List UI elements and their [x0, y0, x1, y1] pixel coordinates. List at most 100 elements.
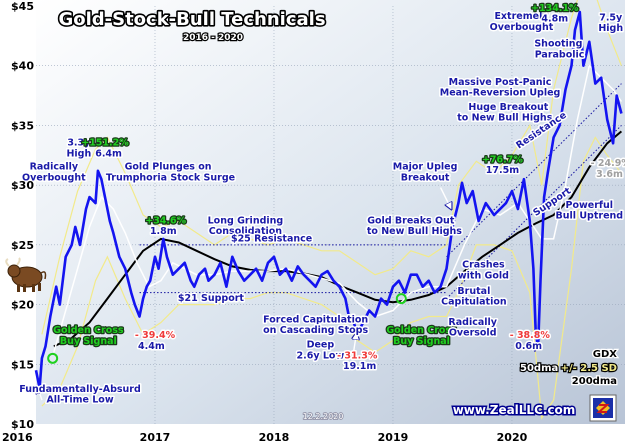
annotation-label: - 24.9%: [591, 158, 625, 169]
annotation-label: 3.3y: [67, 138, 91, 149]
annotation-label: Buy Signal: [393, 336, 450, 347]
annotation-label: 0.6m: [515, 341, 542, 352]
annotation-label: Breakout: [401, 172, 450, 183]
legend-band: +/- 2.5 SD: [561, 363, 617, 374]
x-axis-ticks: 2016 2017 2018 2019 2020: [2, 431, 528, 444]
chart-subtitle: 2016 - 2020: [183, 33, 243, 43]
annotation-label: Forced Capitulation: [263, 314, 368, 325]
annotation-label: Consolidation: [209, 226, 282, 237]
date-stamp: 12.2.2020: [303, 412, 344, 421]
annotation-label: 2.6y Low: [297, 350, 345, 361]
golden-cross-2016-marker: [47, 352, 59, 364]
annotation-label: Capitulation: [441, 297, 507, 308]
annotation-label: with Gold: [458, 270, 509, 281]
series-lines: [34, 10, 623, 390]
annotation-label: to New Bull Highs: [367, 226, 462, 237]
annotation-label: 19.1m: [343, 361, 376, 372]
arrow-major-upleg: [439, 187, 451, 207]
annotation-label: - 31.3%: [337, 350, 378, 361]
legend-200dma: 200dma: [572, 376, 617, 387]
y-tick-label: $30: [11, 179, 34, 192]
x-tick-label: 2018: [259, 431, 290, 444]
annotation-label: on Cascading Stops: [263, 325, 368, 336]
annotation-label: All-Time Low: [46, 395, 113, 406]
plot-background: [36, 0, 625, 424]
annotation-label: Mean-Reversion Upleg: [440, 88, 561, 99]
annotation-label: $25 Resistance: [231, 233, 312, 244]
annotation-label: +134.1%: [531, 3, 579, 14]
arrows: [38, 187, 534, 401]
gdx-line: [34, 10, 623, 390]
upper-band-line: [41, 0, 622, 335]
annotation-label: Trumphoria Stock Surge: [106, 172, 235, 183]
x-tick-label: 2020: [497, 431, 528, 444]
arrow-all-time-low: [38, 389, 42, 401]
annotation-label: Deep: [307, 340, 335, 351]
annotation-label: Brutal: [457, 286, 490, 297]
annotation-label: Radically: [448, 317, 497, 328]
reference-lines: [139, 244, 447, 294]
annotation-label: Bull Uptrend: [556, 211, 624, 222]
annotation-label: 7.5y: [599, 12, 623, 23]
annotation-label: Golden Cross: [386, 325, 457, 336]
x-tick-label: 2016: [2, 431, 33, 444]
annotation-label: Overbought: [22, 172, 86, 183]
annotation-label: Massive Post-Panic: [449, 77, 552, 88]
annotation-label: Major Upleg: [393, 162, 458, 173]
annotation-label: Extremely: [494, 11, 549, 22]
annotation-label: Gold Breaks Out: [367, 215, 455, 226]
annotation-label: Crashes: [462, 260, 505, 271]
annotation-label: Oversold: [449, 328, 497, 339]
annotation-label: Powerful: [566, 200, 614, 211]
annotation-label: - 38.8%: [510, 330, 551, 341]
trend-line: [446, 83, 622, 258]
markers: [47, 293, 407, 364]
x-tick-label: 2017: [140, 431, 171, 444]
annotation-label: Overbought: [490, 22, 554, 33]
legend: GDX 50dma +/- 2.5 SD 200dma: [519, 348, 619, 389]
arrow-deep-low: [354, 336, 356, 352]
annotation-label: +76.7%: [482, 154, 523, 165]
annotation-label: $21 Support: [178, 293, 245, 304]
trend-lines: [446, 83, 622, 299]
arrow-oversold: [532, 331, 534, 348]
annotation-label: High: [66, 148, 91, 159]
zeal-logo-icon: [589, 394, 617, 422]
annotation-label: Gold Plunges on: [125, 162, 212, 173]
y-tick-label: $10: [11, 418, 34, 431]
y-tick-label: $45: [11, 0, 34, 13]
y-tick-label: $15: [11, 358, 34, 371]
annotation-label: 4.8m: [541, 14, 568, 25]
annotation-label: +34.6%: [145, 215, 186, 226]
annotation-label: 17.5m: [486, 165, 519, 176]
annotation-label: Buy Signal: [60, 336, 117, 347]
annotation-label: 1.8m: [150, 226, 177, 237]
annotation-label: Parabolic: [535, 49, 585, 60]
annotation-label: Shooting: [534, 39, 582, 50]
website-label: www.ZealLLC.com: [453, 403, 576, 417]
annotation-label: Huge Breakout: [468, 102, 548, 113]
ma50-line: [53, 64, 623, 353]
bull-icon: [5, 257, 47, 292]
y-axis-ticks: $10 $15 $20 $25 $30 $35 $40 $45: [11, 0, 34, 431]
legend-gdx: GDX: [593, 349, 618, 360]
x-tick-label: 2019: [378, 431, 409, 444]
annotation-label: Long Grinding: [208, 215, 284, 226]
golden-cross-2019-marker: [395, 293, 407, 305]
trend-line: [446, 125, 622, 299]
y-tick-label: $40: [11, 60, 34, 73]
annotation-label: 3.6m: [596, 169, 623, 180]
annotation-label: 4.4m: [138, 341, 165, 352]
grid: [36, 6, 625, 424]
y-tick-label: $25: [11, 239, 34, 252]
annotation-label: - 39.4%: [135, 330, 176, 341]
legend-50dma: 50dma: [520, 363, 558, 374]
y-tick-label: $20: [11, 299, 34, 312]
annotation-label: Fundamentally-Absurd: [19, 384, 141, 395]
annotation-label: Golden Cross: [53, 325, 124, 336]
annotation-label: High: [598, 23, 623, 34]
annotation-label: Radically: [30, 162, 79, 173]
lower-band-line: [41, 136, 622, 420]
annotation-label: to New Bull Highs: [457, 113, 552, 124]
